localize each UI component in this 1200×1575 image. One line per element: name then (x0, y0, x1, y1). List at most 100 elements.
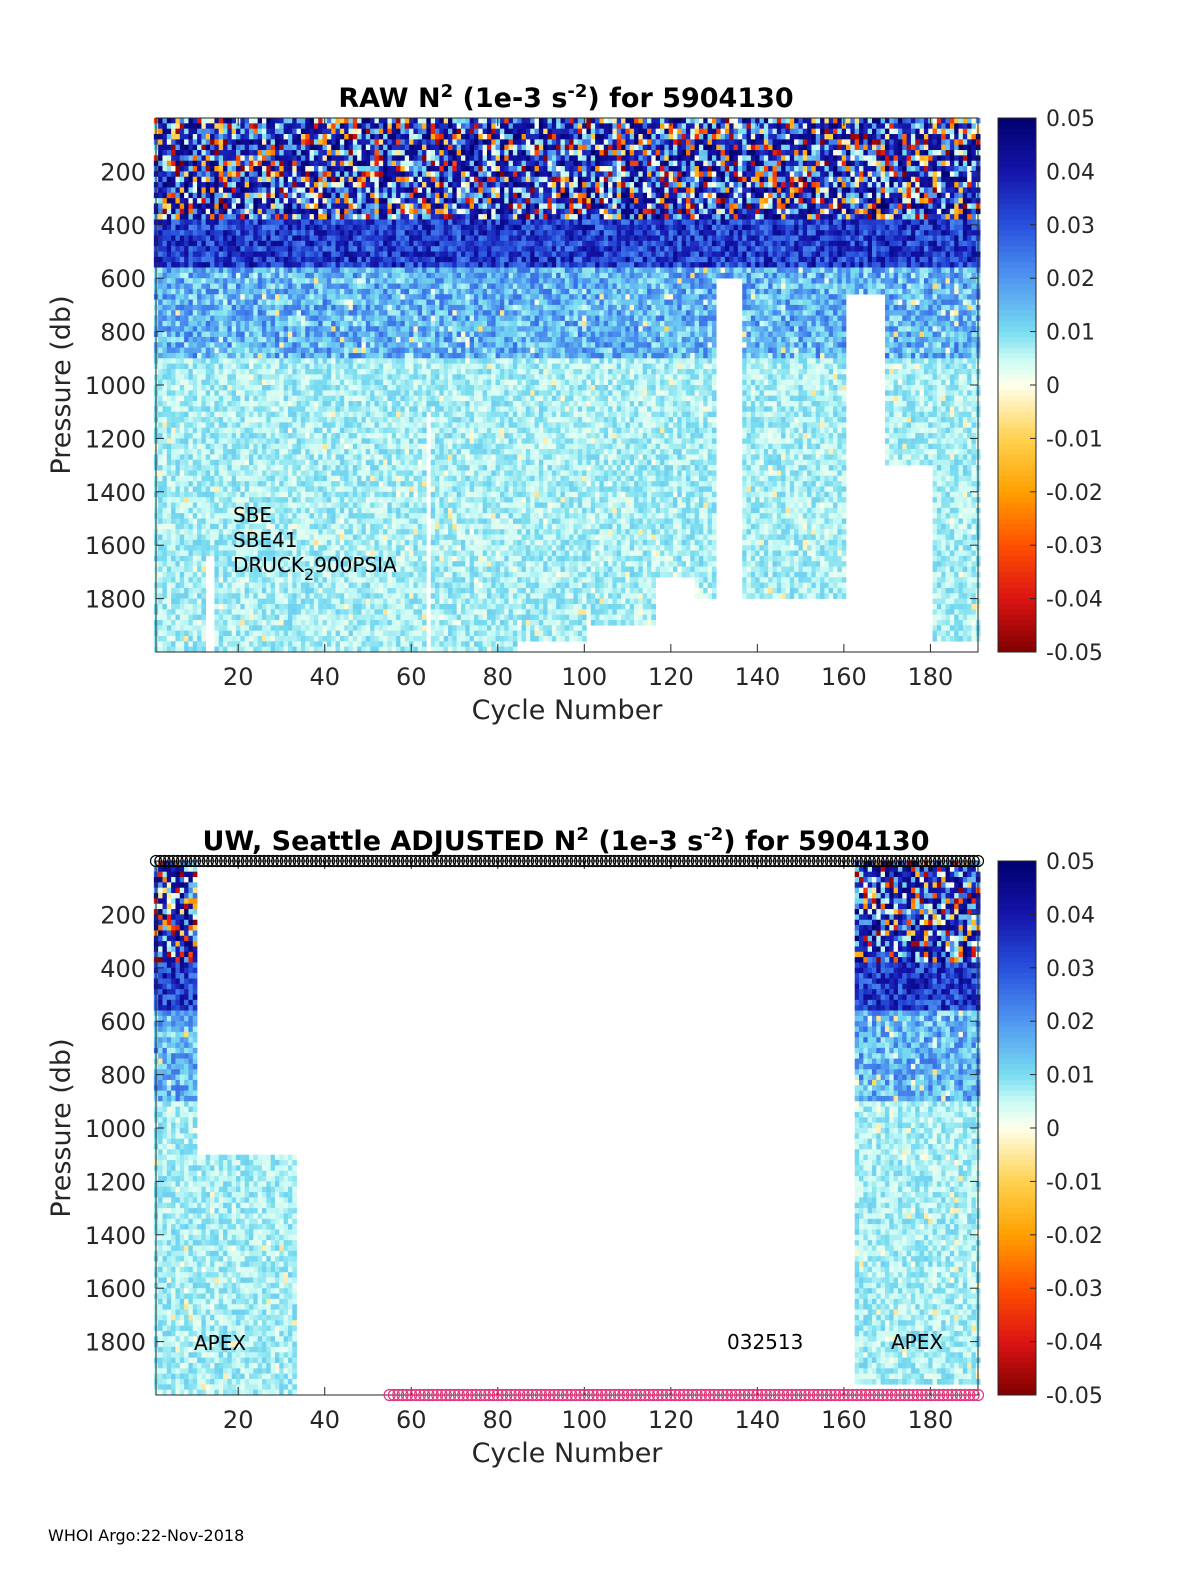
heatmap-cell (266, 256, 271, 263)
heatmap-cell (309, 182, 315, 188)
heatmap-cell (197, 433, 202, 439)
heatmap-cell (335, 320, 341, 327)
heatmap-cell (179, 406, 185, 412)
heatmap-cell (253, 459, 258, 466)
heatmap-cell (249, 118, 254, 124)
heatmap-cell (357, 128, 362, 135)
heatmap-cell (266, 614, 271, 621)
heatmap-cell (274, 571, 280, 578)
heatmap-cell (296, 134, 302, 140)
heatmap-cell (270, 438, 276, 445)
heatmap-cell (357, 406, 362, 412)
heatmap-cell (218, 230, 224, 236)
heatmap-cell (305, 363, 310, 370)
heatmap-cell (261, 545, 267, 551)
heatmap-cell (266, 470, 271, 477)
heatmap-cell (192, 609, 198, 615)
heatmap-cell (313, 176, 319, 183)
heatmap-cell (223, 561, 228, 567)
heatmap-cell (171, 208, 176, 215)
heatmap-cell (184, 566, 189, 573)
heatmap-cell (179, 630, 185, 637)
heatmap-cell (313, 635, 319, 642)
heatmap-cell (253, 235, 258, 242)
heatmap-cell (197, 454, 202, 461)
heatmap-cell (331, 352, 336, 359)
heatmap-cell (344, 224, 349, 231)
heatmap-cell (313, 481, 319, 487)
heatmap-cell (352, 401, 358, 407)
heatmap-cell (236, 630, 241, 637)
heatmap-cell (344, 123, 349, 129)
heatmap-cell (283, 561, 289, 567)
heatmap-cell (335, 507, 341, 514)
heatmap-cell (214, 598, 220, 605)
heatmap-cell (361, 641, 367, 647)
heatmap-cell (175, 507, 181, 514)
heatmap-cell (236, 294, 241, 300)
heatmap-cell (335, 198, 341, 204)
heatmap-cell (171, 534, 176, 541)
heatmap-cell (253, 609, 258, 615)
heatmap-cell (352, 251, 358, 258)
heatmap-cell (300, 155, 306, 162)
heatmap-cell (227, 171, 233, 178)
heatmap-cell (318, 262, 323, 268)
heatmap-cell (218, 155, 224, 162)
heatmap-cell (365, 219, 371, 226)
heatmap-cell (305, 230, 310, 236)
heatmap-cell (270, 224, 276, 231)
heatmap-cell (201, 352, 207, 359)
heatmap-cell (335, 459, 341, 466)
heatmap-cell (171, 491, 176, 498)
heatmap-cell (214, 331, 220, 338)
heatmap-cell (227, 208, 233, 215)
heatmap-cell (166, 550, 172, 557)
heatmap-cell (214, 118, 220, 124)
heatmap-cell (257, 379, 263, 386)
heatmap-cell (249, 502, 254, 509)
heatmap-cell (283, 385, 289, 391)
heatmap-cell (300, 433, 306, 439)
heatmap-cell (348, 352, 354, 359)
heatmap-cell (331, 176, 336, 183)
heatmap-cell (279, 449, 284, 455)
heatmap-cell (223, 310, 228, 316)
heatmap-cell (279, 299, 284, 306)
heatmap-cell (365, 523, 371, 530)
heatmap-cell (309, 555, 315, 562)
heatmap-cell (240, 417, 245, 423)
heatmap-cell (261, 411, 267, 418)
heatmap-cell (201, 208, 207, 215)
heatmap-cell (175, 240, 181, 247)
heatmap-cell (223, 582, 228, 589)
heatmap-cell (158, 320, 163, 327)
heatmap-cell (210, 208, 215, 215)
heatmap-cell (331, 534, 336, 541)
heatmap-cell (257, 470, 263, 477)
heatmap-cell (210, 507, 215, 514)
heatmap-cell (227, 182, 233, 188)
heatmap-cell (171, 144, 176, 151)
heatmap-cell (261, 123, 267, 129)
heatmap-cell (335, 262, 341, 268)
heatmap-cell (365, 422, 371, 429)
heatmap-cell (274, 358, 280, 364)
heatmap-cell (162, 609, 168, 615)
heatmap-cell (158, 395, 163, 402)
heatmap-cell (249, 134, 254, 140)
heatmap-cell (205, 545, 211, 551)
heatmap-cell (257, 262, 263, 268)
heatmap-cell (331, 198, 336, 204)
heatmap-cell (348, 449, 354, 455)
heatmap-cell (361, 406, 367, 412)
heatmap-cell (158, 347, 163, 354)
heatmap-cell (158, 614, 163, 621)
heatmap-cell (283, 208, 289, 215)
heatmap-cell (266, 417, 271, 423)
heatmap-cell (257, 529, 263, 535)
heatmap-cell (352, 182, 358, 188)
heatmap-cell (253, 614, 258, 621)
heatmap-cell (257, 635, 263, 642)
heatmap-cell (318, 385, 323, 391)
